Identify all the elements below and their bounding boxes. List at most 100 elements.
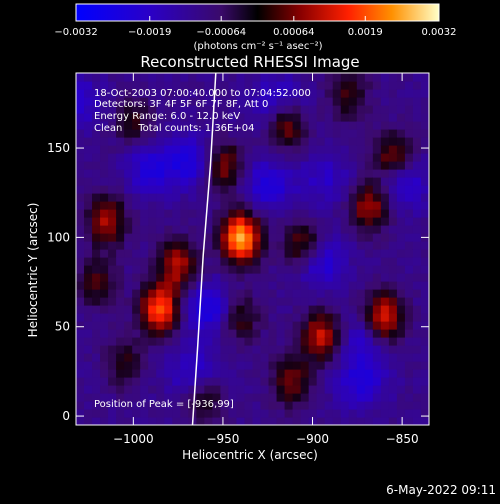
heatmap-cell	[404, 369, 414, 378]
heatmap-cell	[380, 305, 390, 314]
heatmap-cell	[228, 249, 238, 258]
heatmap-cell	[228, 337, 238, 346]
heatmap-cell	[404, 233, 414, 242]
heatmap-cell	[140, 233, 149, 242]
heatmap-cell	[308, 289, 318, 298]
heatmap-cell	[132, 281, 141, 290]
heatmap-cell	[196, 273, 205, 282]
heatmap-cell	[244, 145, 254, 154]
heatmap-cell	[260, 185, 270, 194]
heatmap-cell	[196, 81, 205, 90]
heatmap-cell	[76, 225, 85, 234]
heatmap-cell	[212, 329, 222, 338]
heatmap-cell	[180, 289, 189, 298]
heatmap-cell	[188, 121, 197, 130]
heatmap-cell	[204, 417, 213, 425]
heatmap-cell	[204, 145, 213, 154]
heatmap-cell	[324, 345, 334, 354]
heatmap-cell	[244, 257, 254, 266]
heatmap-cell	[356, 145, 366, 154]
heatmap-cell	[308, 313, 318, 322]
heatmap-cell	[420, 417, 429, 425]
heatmap-cell	[100, 313, 109, 322]
heatmap-cell	[100, 265, 109, 274]
heatmap-cell	[116, 369, 125, 378]
heatmap-cell	[116, 249, 125, 258]
heatmap-cell	[156, 401, 165, 410]
heatmap-cell	[132, 393, 141, 402]
heatmap-cell	[324, 193, 334, 202]
heatmap-cell	[380, 313, 390, 322]
heatmap-cell	[380, 105, 390, 114]
heatmap-cell	[364, 361, 374, 370]
heatmap-cell	[324, 273, 334, 282]
heatmap-cell	[268, 97, 278, 106]
heatmap-cell	[292, 209, 302, 218]
heatmap-cell	[172, 129, 181, 138]
heatmap-cell	[268, 289, 278, 298]
heatmap-cell	[268, 409, 278, 418]
heatmap-cell	[108, 241, 117, 250]
heatmap-cell	[348, 233, 358, 242]
heatmap-cell	[116, 153, 125, 162]
heatmap-cell	[204, 137, 213, 146]
heatmap-cell	[196, 249, 205, 258]
heatmap-cell	[172, 417, 181, 425]
heatmap-cell	[332, 417, 342, 425]
heatmap-cell	[316, 129, 326, 138]
heatmap-cell	[252, 401, 262, 410]
heatmap-cell	[124, 417, 133, 425]
heatmap-cell	[268, 201, 278, 210]
heatmap-cell	[212, 401, 222, 410]
heatmap-cell	[284, 329, 294, 338]
heatmap-cell	[172, 153, 181, 162]
heatmap-cell	[164, 393, 173, 402]
heatmap-cell	[156, 281, 165, 290]
heatmap-cell	[260, 297, 270, 306]
heatmap-cell	[324, 241, 334, 250]
heatmap-cell	[324, 289, 334, 298]
heatmap-cell	[404, 409, 414, 418]
heatmap-cell	[396, 113, 406, 122]
heatmap-cell	[204, 273, 213, 282]
heatmap-cell	[284, 89, 294, 98]
heatmap-cell	[364, 97, 374, 106]
heatmap-cell	[300, 297, 310, 306]
heatmap-cell	[84, 185, 93, 194]
heatmap-cell	[108, 257, 117, 266]
annotation-clean-counts: Clean Total counts: 1.36E+04	[94, 123, 254, 134]
heatmap-cell	[164, 297, 173, 306]
heatmap-cell	[324, 305, 334, 314]
heatmap-cell	[124, 361, 133, 370]
heatmap-cell	[276, 337, 286, 346]
heatmap-cell	[212, 137, 222, 146]
heatmap-cell	[316, 121, 326, 130]
heatmap-cell	[220, 273, 230, 282]
heatmap-cell	[220, 361, 230, 370]
heatmap-cell	[204, 305, 213, 314]
heatmap-cell	[100, 369, 109, 378]
heatmap-cell	[212, 153, 222, 162]
heatmap-cell	[380, 249, 390, 258]
heatmap-cell	[220, 201, 230, 210]
heatmap-cell	[380, 393, 390, 402]
heatmap-cell	[364, 113, 374, 122]
heatmap-cell	[260, 217, 270, 226]
heatmap-cell	[124, 313, 133, 322]
heatmap-cell	[140, 89, 149, 98]
heatmap-cell	[140, 209, 149, 218]
heatmap-cell	[340, 353, 350, 362]
heatmap-cell	[164, 105, 173, 114]
heatmap-cell	[404, 265, 414, 274]
heatmap-cell	[116, 217, 125, 226]
heatmap-cell	[396, 249, 406, 258]
heatmap-cell	[156, 289, 165, 298]
heatmap-cell	[372, 321, 382, 330]
heatmap-cell	[180, 393, 189, 402]
heatmap-cell	[420, 241, 429, 250]
heatmap-cell	[156, 145, 165, 154]
heatmap-cell	[180, 337, 189, 346]
heatmap-cell	[356, 209, 366, 218]
heatmap-cell	[76, 417, 85, 425]
heatmap-cell	[92, 337, 101, 346]
